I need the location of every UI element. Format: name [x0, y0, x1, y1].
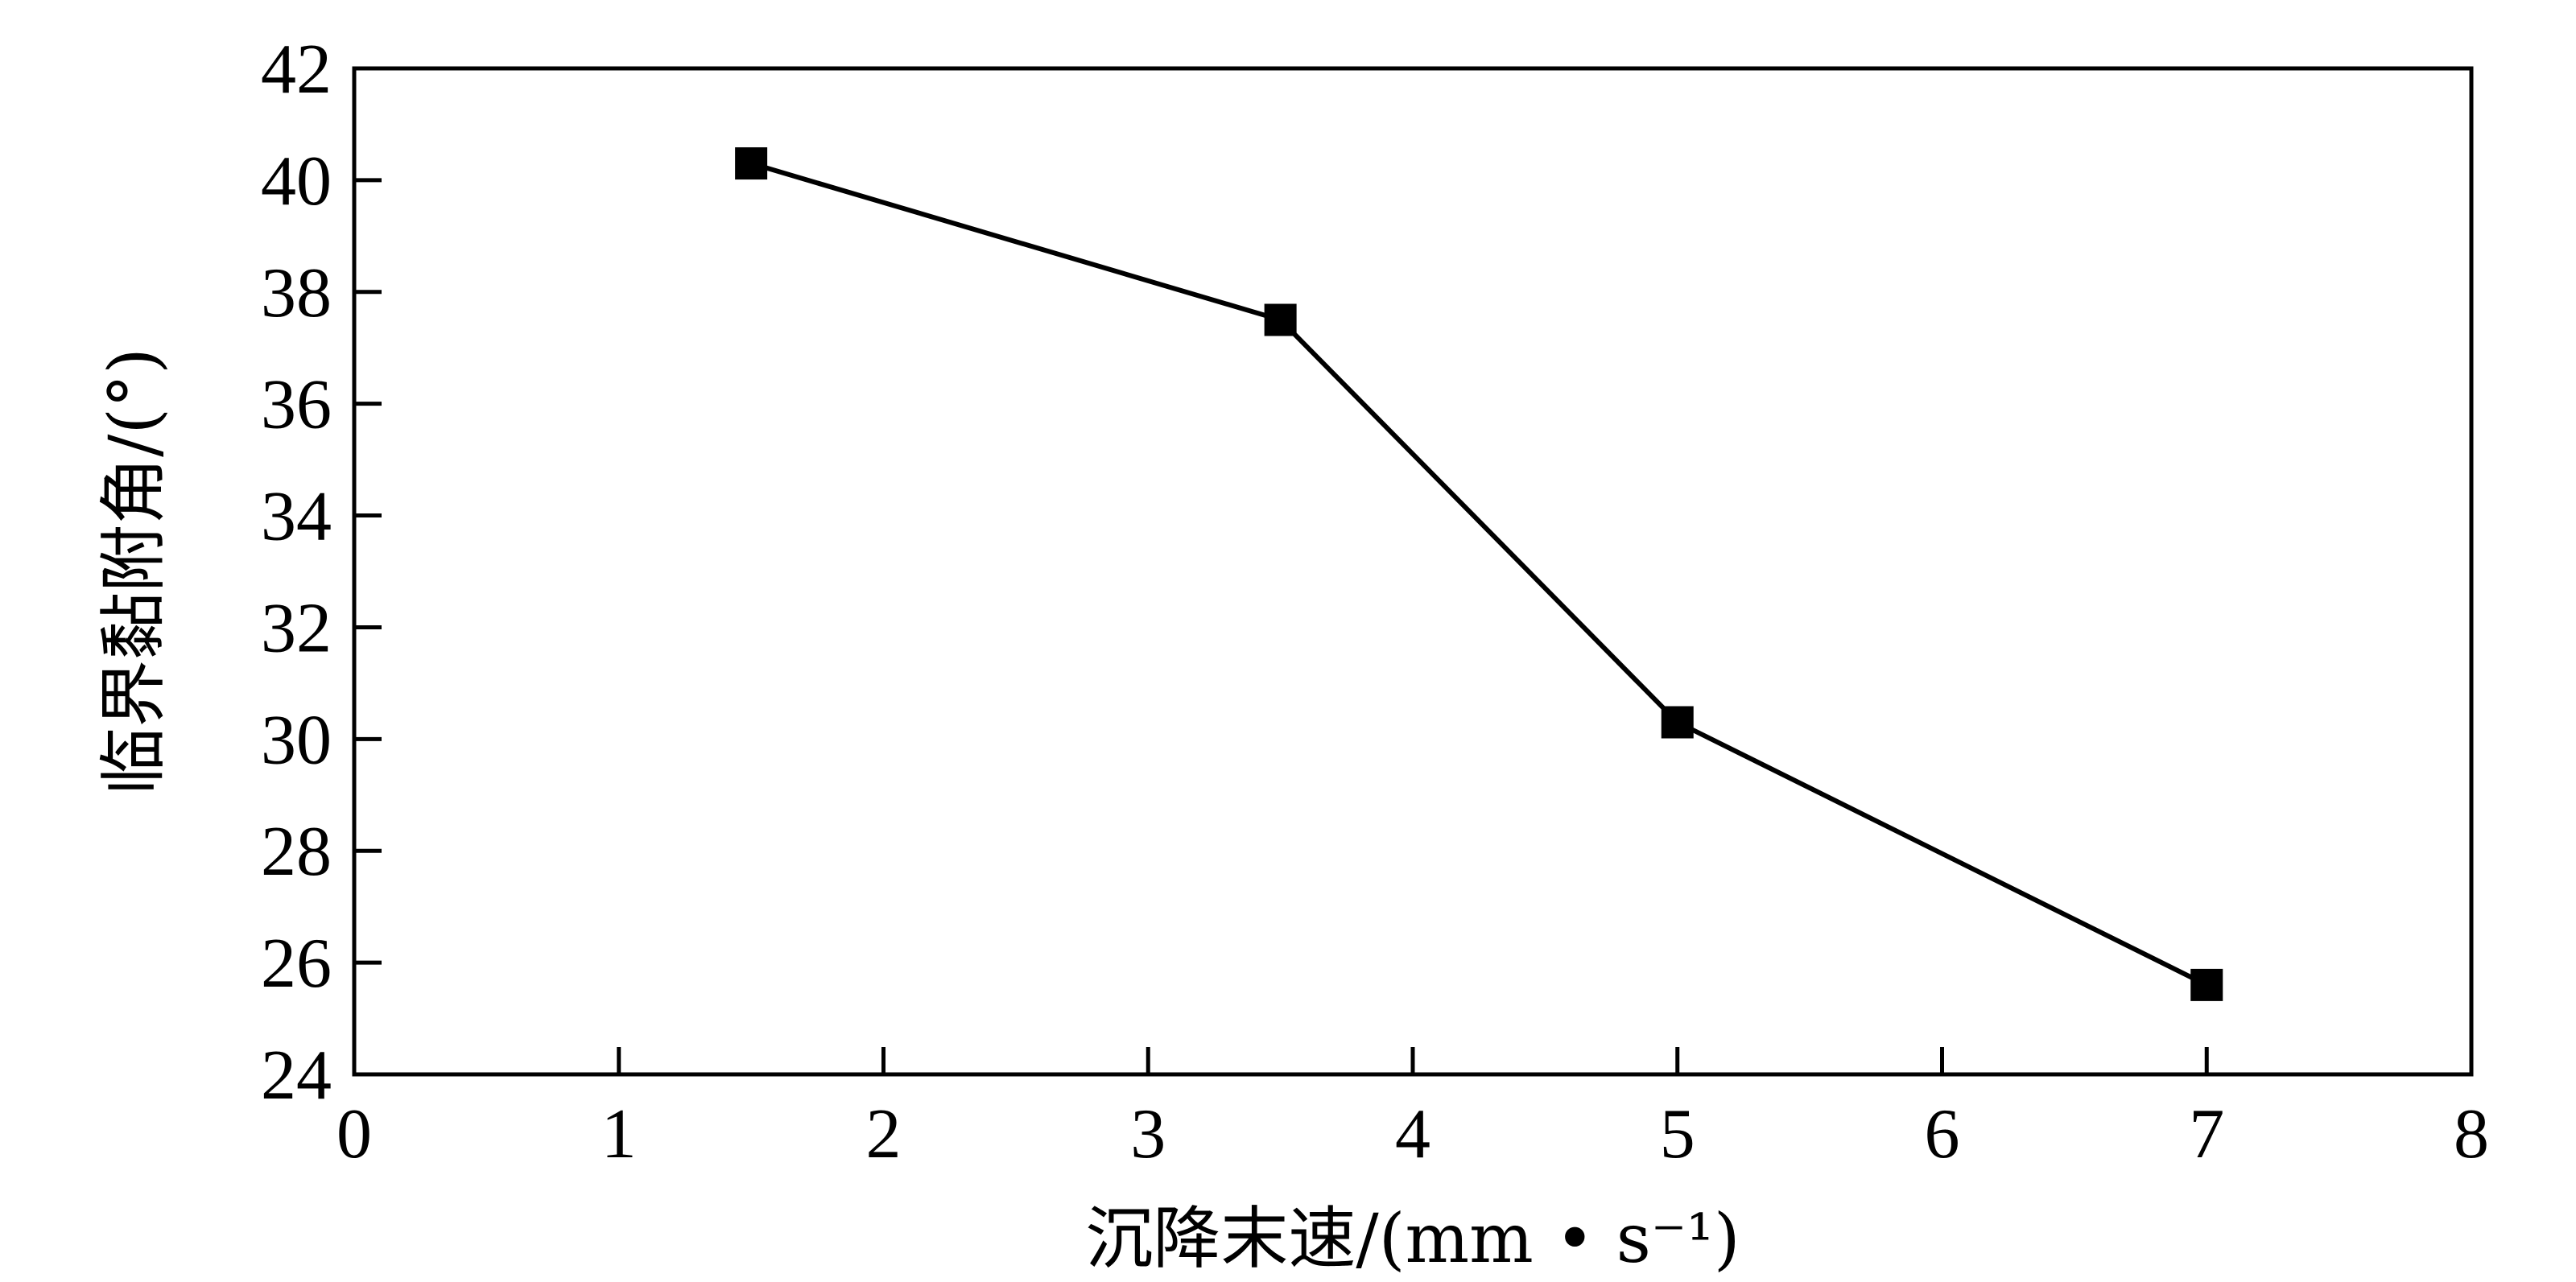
y-tick-label: 36	[261, 366, 332, 444]
y-tick-label: 40	[261, 142, 332, 221]
x-tick-label: 7	[2189, 1095, 2224, 1173]
x-tick-label: 2	[866, 1095, 902, 1173]
x-axis-ticks: 0 1 2 3 4 5 6 7 8	[336, 1047, 2489, 1173]
data-point	[2190, 968, 2223, 1001]
x-axis-label: 沉降末速/(mm • s⁻¹)	[1085, 1199, 1740, 1278]
y-axis-label: 临界黏附角/(°)	[94, 348, 173, 795]
x-tick-label: 8	[2454, 1095, 2489, 1173]
x-tick-label: 5	[1660, 1095, 1695, 1173]
x-tick-label: 0	[336, 1095, 372, 1173]
plot-frame	[352, 66, 2474, 1077]
y-tick-label: 42	[261, 31, 332, 109]
y-tick-label: 30	[261, 701, 332, 779]
y-tick-label: 28	[261, 813, 332, 891]
data-point	[1661, 706, 1694, 739]
y-tick-label: 34	[261, 478, 332, 556]
y-axis-ticks: 24 26 28 30 32 34 36 38 40 42	[261, 31, 382, 1115]
data-point	[1264, 303, 1297, 336]
series-line	[750, 161, 2208, 987]
x-tick-label: 6	[1925, 1095, 1960, 1173]
x-tick-label: 4	[1395, 1095, 1430, 1173]
y-tick-label: 38	[261, 254, 332, 332]
y-tick-label: 32	[261, 589, 332, 667]
x-tick-label: 1	[601, 1095, 637, 1173]
y-tick-label: 26	[261, 925, 332, 1003]
x-tick-label: 3	[1130, 1095, 1166, 1173]
data-point	[735, 147, 768, 180]
y-tick-label: 24	[261, 1037, 332, 1115]
series-layer	[735, 147, 2223, 1001]
